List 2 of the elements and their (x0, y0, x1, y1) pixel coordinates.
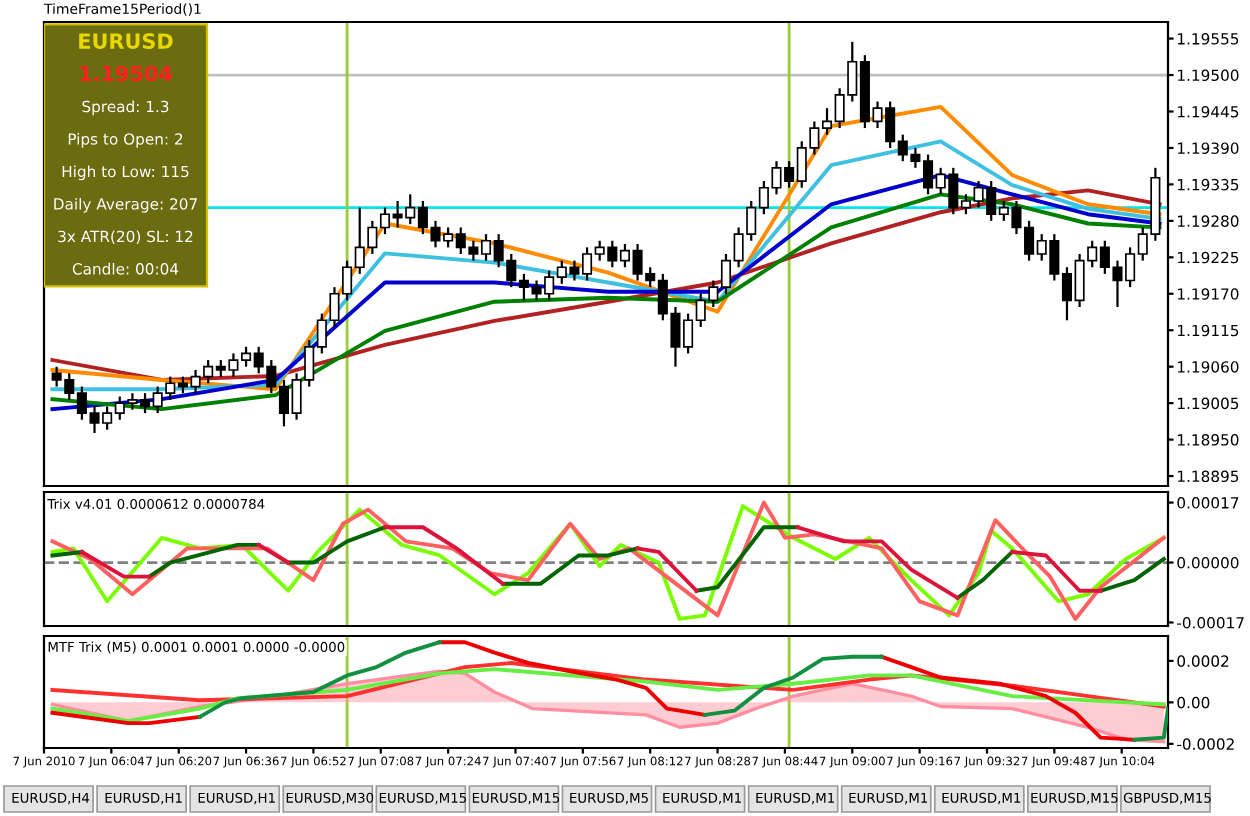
annotation: 1.19504 (80, 65, 172, 82)
annotation: EURUSD (79, 33, 173, 49)
